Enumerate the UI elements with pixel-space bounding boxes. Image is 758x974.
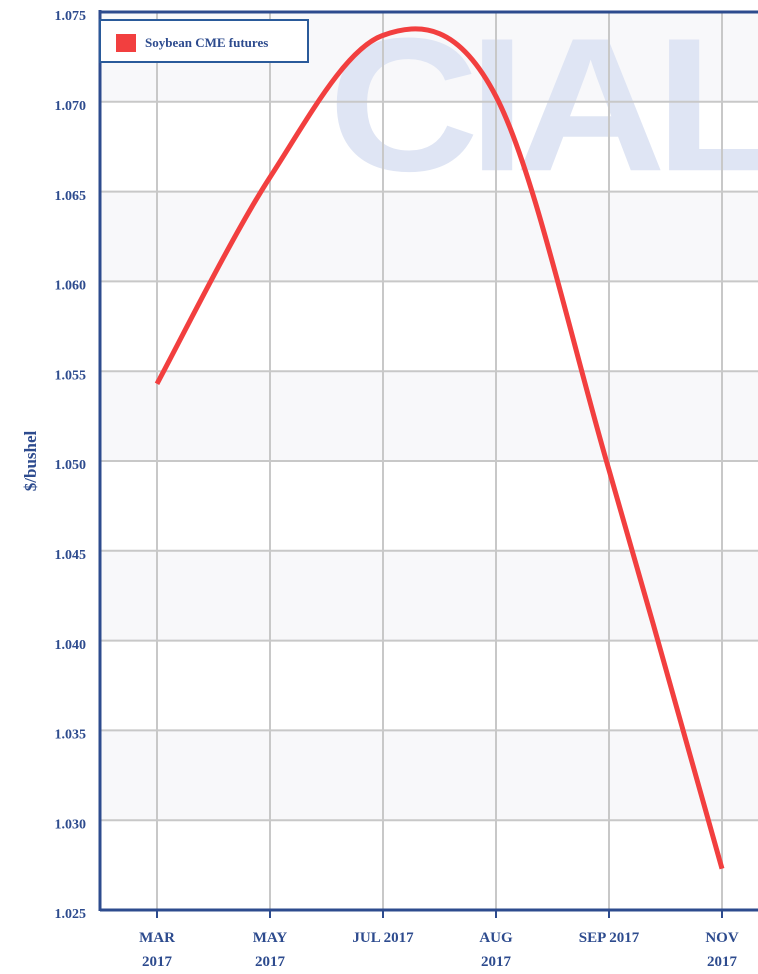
x-tick-label: SEP 2017	[578, 930, 640, 946]
x-tick-label-box: JUL 2017	[352, 930, 414, 946]
x-tick-label-box: MAR 2017	[139, 930, 175, 970]
band	[100, 371, 758, 461]
watermark: CIAL	[328, 0, 758, 211]
y-tick-label: 1.065	[55, 189, 87, 204]
y-tick-label: 1.055	[55, 368, 87, 383]
band	[100, 550, 758, 641]
y-tick-label: 1.035	[55, 728, 87, 743]
x-tick-label-box: AUG 2017	[479, 930, 513, 970]
band	[100, 730, 758, 821]
y-tick-label: 1.045	[55, 548, 87, 563]
y-tick-label: 1.075	[55, 9, 87, 24]
y-tick-label: 1.050	[55, 458, 87, 473]
y-axis-label: $/bushel	[21, 430, 40, 491]
legend-label: Soybean CME futures	[145, 35, 268, 50]
x-tick-label: JUL 2017	[352, 930, 414, 946]
x-tick-label: MAR 2017	[139, 930, 175, 970]
x-tick-label: NOV 2017	[705, 930, 739, 970]
y-tick-label: 1.060	[55, 279, 87, 294]
x-tick-label-box: MAY 2017	[252, 930, 288, 970]
y-tick-label: 1.040	[55, 638, 87, 653]
x-tick-label-box: NOV 2017	[705, 930, 739, 970]
y-tick-label: 1.030	[55, 817, 87, 832]
legend-swatch	[116, 34, 136, 52]
x-tick-label: MAY 2017	[252, 930, 288, 970]
series-line	[154, 26, 725, 870]
y-tick-label: 1.025	[55, 907, 87, 922]
y-tick-label: 1.070	[55, 99, 87, 114]
x-tick-label: AUG 2017	[479, 930, 513, 970]
band	[100, 191, 758, 282]
x-tick-label-box: SEP 2017	[578, 930, 640, 946]
